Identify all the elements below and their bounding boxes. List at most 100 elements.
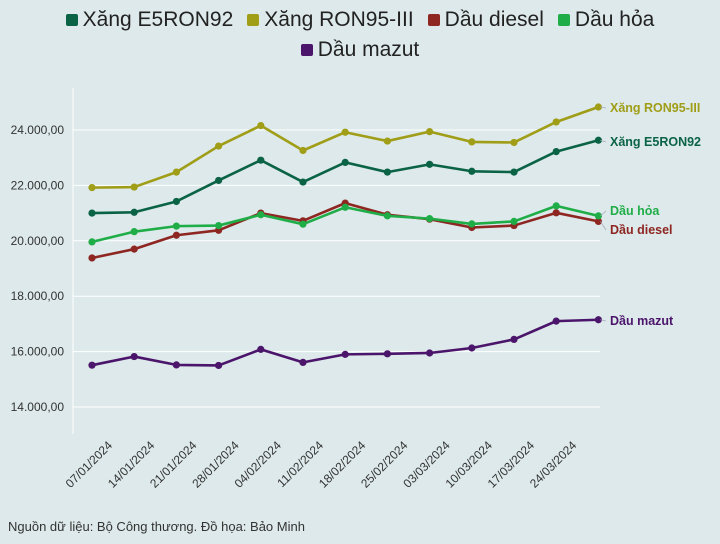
legend-label: Xăng E5RON92 — [82, 8, 234, 31]
data-point — [172, 222, 180, 230]
end-label: Xăng E5RON92 — [610, 135, 701, 149]
data-point — [172, 231, 180, 239]
data-point — [299, 178, 307, 186]
end-label-leader — [600, 139, 607, 143]
series-line — [91, 105, 599, 189]
data-point — [341, 128, 349, 136]
data-point — [383, 350, 391, 358]
y-tick-label: 20.000,00 — [11, 234, 65, 248]
legend-swatch — [427, 14, 440, 26]
data-point — [426, 349, 434, 357]
data-point — [468, 167, 476, 175]
data-point — [130, 183, 138, 191]
data-point — [510, 138, 518, 147]
data-point — [257, 156, 265, 164]
legend-label: Dầu mazut — [317, 38, 420, 61]
y-grid: 14.000,00 16.000,00 18.000,00 20.000,00 22.0… — [11, 123, 600, 414]
data-point — [552, 148, 560, 156]
legend-row-1: Xăng E5RON92 Xăng RON95-III Dầu diesel D… — [0, 5, 720, 35]
data-point — [257, 121, 265, 130]
data-point — [341, 158, 349, 167]
data-point — [552, 202, 560, 210]
data-point — [468, 138, 476, 146]
data-point — [88, 238, 96, 246]
legend-item-ron95: Xăng RON95-III — [247, 8, 414, 32]
legend-swatch — [65, 14, 78, 26]
data-point — [88, 209, 96, 217]
legend-item-mazut: Dầu mazut — [300, 38, 420, 62]
data-point — [383, 212, 391, 220]
end-label: Dầu mazut — [610, 314, 674, 328]
data-point — [552, 209, 560, 217]
data-point — [215, 142, 223, 150]
data-point — [594, 212, 603, 220]
data-point — [257, 345, 265, 353]
data-point — [426, 160, 434, 168]
end-label: Xăng RON95-III — [610, 101, 700, 115]
series-0: Xăng E5RON92 — [88, 135, 701, 217]
y-tick-label: 16.000,00 — [11, 345, 65, 359]
data-point — [594, 103, 603, 111]
data-point — [130, 352, 138, 361]
end-label-leader — [600, 106, 607, 109]
data-point — [130, 245, 138, 253]
data-point — [383, 137, 391, 145]
data-point — [594, 217, 603, 226]
data-point — [299, 358, 307, 367]
source-caption: Nguồn dữ liệu: Bộ Công thương. Đồ họa: B… — [8, 519, 305, 534]
data-point — [299, 220, 307, 228]
data-point — [341, 350, 349, 358]
data-point — [510, 335, 518, 344]
data-point — [552, 317, 560, 325]
data-point — [88, 184, 96, 192]
y-tick-label: 22.000,00 — [11, 178, 65, 192]
data-point — [130, 228, 138, 236]
legend-label: Dầu diesel — [444, 8, 544, 31]
legend-item-e5ron92: Xăng E5RON92 — [65, 8, 234, 32]
data-point — [88, 361, 96, 369]
end-label: Dầu hỏa — [610, 204, 660, 218]
data-point — [426, 215, 434, 223]
series-3: Dầu hỏa — [88, 202, 660, 246]
data-point — [341, 203, 349, 211]
y-tick-label: 18.000,00 — [11, 289, 65, 303]
end-label: Dầu diesel — [610, 223, 673, 237]
series-2: Dầu diesel — [88, 199, 673, 262]
data-point — [594, 316, 603, 324]
legend-swatch — [557, 14, 570, 26]
data-point — [468, 344, 476, 352]
data-point — [299, 146, 307, 155]
data-point — [88, 254, 96, 262]
x-axis: 07/01/202414/01/202421/01/202428/01/2024… — [63, 438, 580, 491]
data-point — [130, 208, 138, 216]
data-point — [257, 211, 265, 219]
legend-swatch — [300, 44, 313, 56]
data-point — [215, 176, 223, 185]
y-tick-label: 14.000,00 — [11, 400, 65, 414]
end-label-leader — [600, 319, 607, 322]
legend-label: Dầu hỏa — [574, 8, 655, 31]
data-point — [172, 168, 180, 176]
data-point — [552, 118, 560, 126]
legend-label: Xăng RON95-III — [264, 8, 414, 31]
legend: Xăng E5RON92 Xăng RON95-III Dầu diesel D… — [0, 5, 720, 65]
data-point — [172, 197, 180, 206]
data-point — [594, 136, 603, 144]
data-point — [383, 168, 391, 176]
data-point — [172, 361, 180, 369]
data-point — [510, 168, 518, 176]
data-point — [215, 221, 223, 230]
y-tick-label: 24.000,00 — [11, 123, 65, 137]
end-label-leader — [600, 221, 607, 231]
data-point — [215, 361, 223, 370]
data-point — [426, 128, 434, 136]
series-line — [91, 318, 599, 367]
data-point — [510, 217, 518, 226]
series-4: Dầu mazut — [88, 314, 674, 370]
series-line — [91, 201, 599, 260]
legend-item-hoa: Dầu hỏa — [557, 8, 655, 32]
data-point — [468, 220, 476, 228]
legend-item-diesel: Dầu diesel — [427, 8, 544, 32]
legend-swatch — [247, 14, 260, 26]
